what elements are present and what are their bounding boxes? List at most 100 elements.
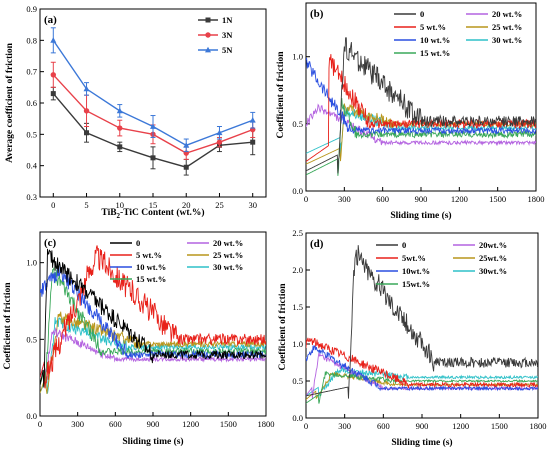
d-x-tick-label: 1500 <box>491 421 508 431</box>
a-data-point <box>183 142 190 148</box>
b-legend-label: 0 <box>420 9 424 19</box>
a-data-point <box>83 108 90 114</box>
a-y-tick-label: 0.8 <box>26 35 37 45</box>
d-series-line-25wt <box>306 371 538 400</box>
d-y-tick-label: 1.5 <box>292 302 303 312</box>
c-x-tick-label: 300 <box>71 419 84 429</box>
c-panel-label: (c) <box>44 237 57 249</box>
d-y-tick-label: 1.0 <box>292 339 303 349</box>
b-legend-label: 25 wt.% <box>492 22 522 32</box>
b-y-axis-label: Coefficient of friction <box>276 51 286 139</box>
b-x-tick-label: 1800 <box>528 194 545 204</box>
d-x-tick-label: 0 <box>304 421 308 431</box>
a-data-point <box>83 85 90 92</box>
a-y-axis-label: Average coefficient of friction <box>5 42 15 163</box>
d-legend-label: 25wt.% <box>479 253 507 263</box>
a-x-tick-label: 30 <box>248 200 257 210</box>
a-data-point <box>117 125 123 131</box>
d-y-tick-label: 2.0 <box>292 265 303 275</box>
c-x-tick-label: 1800 <box>258 419 275 429</box>
b-x-tick-label: 1500 <box>489 194 506 204</box>
a-x-tick-label: 20 <box>182 200 191 210</box>
c-legend-label: 30 wt.% <box>213 262 243 272</box>
a-legend-marker <box>205 46 211 53</box>
d-series-line-15wt <box>306 370 538 404</box>
d-x-tick-label: 600 <box>377 421 390 431</box>
d-y-tick-label: 0.0 <box>292 413 303 423</box>
b-y-tick-label: 0.5 <box>292 119 303 129</box>
a-x-tick-label: 25 <box>215 200 224 210</box>
d-y-axis-label: Coefficient of friction <box>278 283 288 371</box>
a-data-point <box>116 107 123 114</box>
a-data-point <box>84 130 90 136</box>
b-series-line-25wt <box>306 103 536 165</box>
d-series-line-5wt <box>306 337 538 389</box>
a-data-point <box>117 144 123 150</box>
c-legend-label: 15 wt.% <box>136 274 166 284</box>
c-y-axis-label: Coefficient of friction <box>3 282 13 370</box>
c-series-line-20wt <box>40 327 266 382</box>
b-panel-label: (b) <box>310 8 324 20</box>
a-data-point <box>50 72 56 78</box>
d-legend-label: 15wt.% <box>402 279 430 289</box>
c-x-tick-label: 900 <box>147 419 160 429</box>
a-y-tick-label: 0.5 <box>26 129 37 139</box>
d-x-tick-label: 1800 <box>530 421 547 431</box>
a-data-point <box>150 155 156 161</box>
a-x-tick-label: 10 <box>116 200 125 210</box>
a-data-point <box>216 129 223 136</box>
c-x-tick-label: 600 <box>109 419 122 429</box>
a-y-tick-label: 0.6 <box>26 98 37 108</box>
b-x-tick-label: 300 <box>338 194 351 204</box>
a-data-point <box>150 123 156 129</box>
d-series-line-10wt <box>306 345 538 392</box>
a-x-label-part: TiB <box>101 208 117 218</box>
a-legend-marker <box>205 32 211 38</box>
c-x-axis-label: Sliding time (s) <box>122 436 183 447</box>
a-x-label-subscript: 2 <box>117 212 121 220</box>
b-y-tick-label: 1.0 <box>292 52 303 62</box>
b-x-tick-label: 1200 <box>451 194 468 204</box>
b-x-axis-label: Sliding time (s) <box>390 210 451 221</box>
b-legend-label: 5 wt.% <box>420 22 446 32</box>
a-legend-label: 3N <box>222 30 233 40</box>
a-y-tick-label: 0.4 <box>26 161 37 171</box>
c-legend-label: 25 wt.% <box>213 250 243 260</box>
d-x-tick-label: 1200 <box>452 421 469 431</box>
c-y-tick-label: 0.5 <box>26 334 37 344</box>
b-legend-label: 20 wt.% <box>492 9 522 19</box>
d-legend-label: 20wt.% <box>479 240 507 250</box>
a-data-point <box>50 91 56 97</box>
b-series-line-0 <box>306 37 536 174</box>
a-series-5N <box>50 27 256 153</box>
d-legend-label: 30wt.% <box>479 266 507 276</box>
a-x-label-part: -TiC Content (wt.%) <box>120 207 205 218</box>
c-x-tick-label: 1200 <box>182 419 199 429</box>
c-y-tick-label: 1.0 <box>26 258 37 268</box>
d-legend-label: 10wt.% <box>402 266 430 276</box>
c-series-line-0 <box>40 248 266 388</box>
d-x-tick-label: 300 <box>338 421 351 431</box>
b-legend-label: 10 wt.% <box>420 35 450 45</box>
d-series-line-0 <box>306 245 538 399</box>
d-x-axis-label: Sliding time (s) <box>391 437 452 448</box>
c-legend-label: 10 wt.% <box>136 262 166 272</box>
a-data-point <box>250 139 256 145</box>
a-panel-label: (a) <box>44 14 57 26</box>
c-series-line-25wt <box>40 311 266 394</box>
c-legend-label: 0 <box>136 238 140 248</box>
a-data-point <box>216 139 223 145</box>
a-x-tick-label: 0 <box>51 200 55 210</box>
c-y-tick-label: 0.0 <box>26 411 37 421</box>
b-legend-label: 15 wt.% <box>420 48 450 58</box>
b-x-tick-label: 600 <box>376 194 389 204</box>
d-y-tick-label: 0.5 <box>292 376 303 386</box>
a-legend-marker <box>205 17 211 23</box>
a-legend-label: 1N <box>222 15 233 25</box>
d-x-tick-label: 900 <box>416 421 429 431</box>
a-data-point <box>249 117 256 123</box>
a-x-tick-label: 15 <box>149 200 158 210</box>
a-data-point <box>50 37 57 43</box>
a-y-tick-label: 0.3 <box>26 192 37 202</box>
